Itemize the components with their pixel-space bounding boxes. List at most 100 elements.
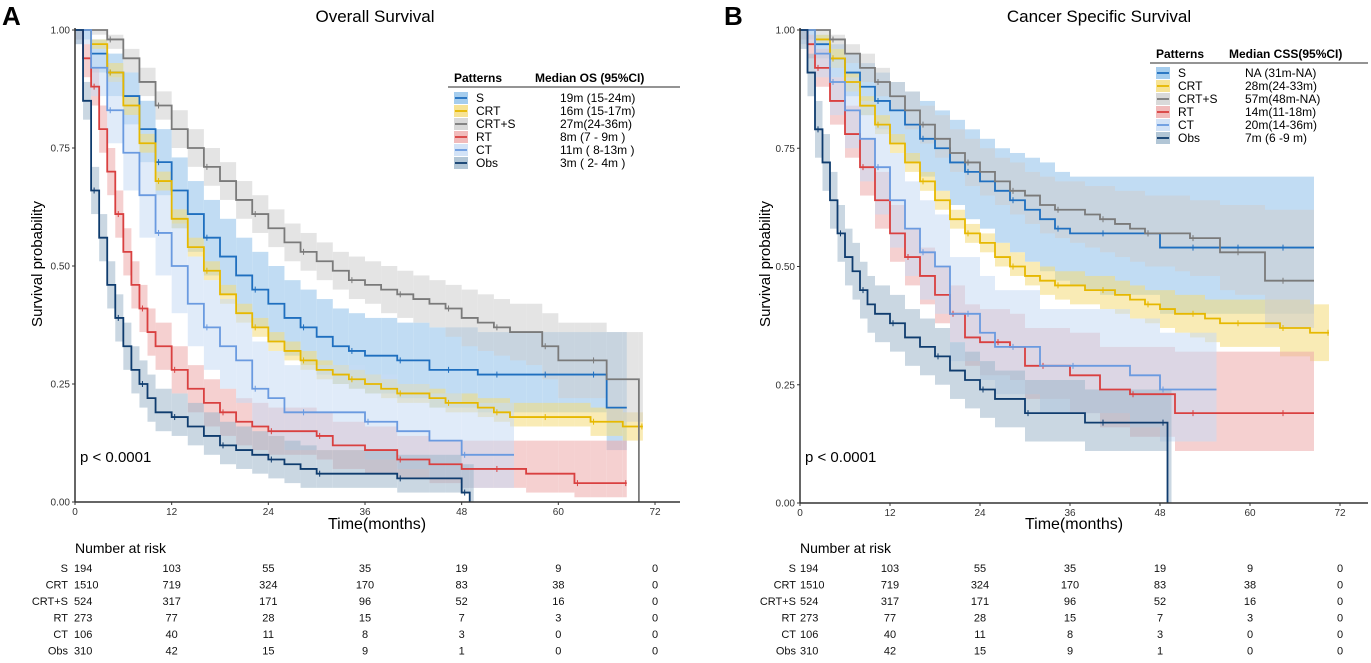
- legend-name: RT: [476, 130, 492, 144]
- legend-name: CT: [476, 143, 493, 157]
- y-tick-label: 1.00: [51, 26, 71, 37]
- ci-band-segment: [203, 280, 220, 370]
- risk-count: 77: [166, 613, 178, 625]
- legend-median: 28m(24-33m): [1245, 79, 1317, 93]
- ci-band-segment: [1280, 209, 1295, 328]
- ci-band-segment: [875, 124, 890, 215]
- ci-band-segment: [397, 454, 430, 493]
- ci-band-segment: [1085, 389, 1100, 451]
- legend-name: Obs: [1178, 131, 1200, 145]
- ci-band-segment: [1025, 261, 1040, 286]
- ci-band-segment: [606, 332, 623, 422]
- risk-count: 317: [881, 596, 899, 608]
- x-tick-label: 12: [884, 508, 896, 519]
- survival-curve-rt: [800, 29, 1314, 415]
- risk-count: 40: [166, 629, 178, 641]
- ci-band-segment: [1190, 332, 1213, 442]
- x-tick-label: 24: [974, 508, 986, 519]
- ci-band-segment: [815, 39, 830, 78]
- ci-band-segment: [1010, 252, 1025, 276]
- legend-name: S: [476, 91, 484, 105]
- risk-count: 35: [359, 563, 371, 575]
- ci-band-segment: [445, 327, 462, 408]
- legend-median: 57m(48m-NA): [1245, 92, 1320, 106]
- ci-band-segment: [1205, 299, 1220, 343]
- risk-count: 719: [881, 580, 899, 592]
- risk-count: 0: [1337, 646, 1343, 658]
- survival-curve-crt: [75, 29, 643, 428]
- ci-band-segment: [91, 30, 108, 35]
- risk-count: 106: [800, 629, 818, 641]
- ci-band-segment: [1310, 351, 1314, 451]
- ci-band-segment: [920, 200, 935, 300]
- legend-item-s: S NA (31m-NA): [1156, 66, 1316, 80]
- risk-count: 1510: [800, 580, 824, 592]
- panel-label: B: [724, 1, 743, 31]
- y-axis-label: Survival probability: [757, 201, 774, 327]
- legend-name: CRT+S: [476, 117, 515, 131]
- ci-band-segment: [1280, 351, 1295, 451]
- ci-band-segment: [123, 48, 140, 73]
- ci-band-segment: [1025, 380, 1055, 442]
- x-tick-label: 36: [1064, 508, 1076, 519]
- risk-row-label: Obs: [776, 646, 797, 658]
- risk-count: 42: [884, 646, 896, 658]
- ci-band-segment: [1160, 389, 1168, 451]
- risk-row-ct: CT 106 40 11 8 3 0 0: [53, 629, 658, 641]
- risk-row-rt: RT 273 77 28 15 7 3 0: [782, 613, 1344, 625]
- risk-count: 16: [1244, 596, 1256, 608]
- legend-name: CRT: [1178, 79, 1203, 93]
- risk-row-label: Obs: [48, 646, 69, 658]
- ci-band-segment: [590, 440, 607, 498]
- legend-name: CRT+S: [1178, 92, 1217, 106]
- risk-count: 16: [552, 596, 564, 608]
- ci-band-segment: [83, 44, 92, 78]
- y-tick-label: 0.00: [776, 499, 796, 510]
- risk-row-ct: CT 106 40 11 8 3 0 0: [781, 629, 1343, 641]
- x-axis-label: Time(months): [1025, 516, 1123, 533]
- survival-curve-ct: [75, 29, 514, 456]
- risk-count: 15: [1064, 613, 1076, 625]
- ci-band-segment: [236, 313, 253, 403]
- ci-band-segment: [268, 435, 285, 479]
- ci-band-segment: [365, 261, 382, 304]
- risk-count: 324: [259, 580, 277, 592]
- ci-band-segment: [284, 440, 301, 484]
- ci-band-segment: [171, 393, 188, 436]
- x-tick-label: 72: [649, 507, 661, 518]
- ci-band-segment: [1130, 389, 1145, 451]
- risk-count: 52: [456, 596, 468, 608]
- ci-band-segment: [477, 332, 494, 413]
- legend-item-crt: CRT 16m (15-17m): [454, 104, 635, 118]
- ci-band-segment: [1070, 181, 1085, 243]
- survival-curve-crt: [800, 29, 1329, 334]
- y-tick-label: 0.50: [51, 262, 71, 273]
- x-tick-label: 24: [263, 507, 275, 518]
- legend-item-ct: CT 11m ( 8-13m ): [454, 143, 634, 157]
- ci-band-segment: [1115, 280, 1130, 314]
- survival-curve-crt-plus-s: [800, 29, 1314, 282]
- ci-band-segment: [300, 445, 317, 488]
- ci-band-segment: [107, 34, 124, 49]
- legend-item-s: S 19m (15-24m): [454, 91, 635, 105]
- legend-median: 8m (7 - 9m ): [560, 130, 625, 144]
- ci-band-segment: [332, 450, 365, 488]
- x-tick-label: 12: [166, 507, 178, 518]
- risk-count: 9: [1067, 646, 1073, 658]
- ci-band-segment: [1145, 389, 1160, 451]
- y-tick-label: 0.25: [51, 380, 71, 391]
- risk-count: 42: [166, 646, 178, 658]
- ci-band-segment: [171, 223, 188, 314]
- risk-count: 1: [1157, 646, 1163, 658]
- ci-band-segment: [268, 350, 285, 436]
- ci-band-segment: [1235, 205, 1250, 295]
- risk-count: 9: [1247, 563, 1253, 575]
- x-tick-label: 0: [72, 507, 78, 518]
- ci-band-segment: [469, 464, 474, 502]
- legend-median: NA (31m-NA): [1245, 66, 1316, 80]
- risk-count: 170: [356, 580, 374, 592]
- risk-count: 0: [1337, 613, 1343, 625]
- ci-band-segment: [935, 214, 950, 314]
- ci-band-segment: [445, 284, 462, 337]
- ci-band-segment: [316, 450, 333, 488]
